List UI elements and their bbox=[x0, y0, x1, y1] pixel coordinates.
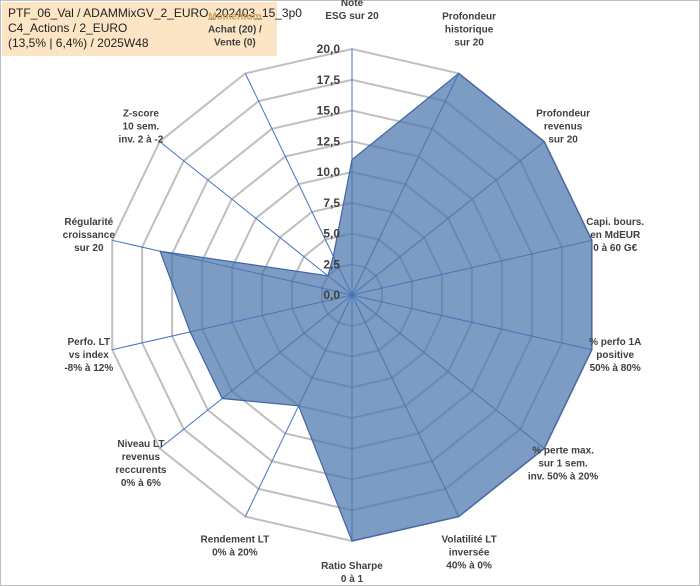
axis-label-line: % perfo 1A bbox=[589, 337, 641, 348]
axis-label-line: positive bbox=[596, 350, 634, 361]
axis-label-line: sur 1 sem. bbox=[538, 458, 588, 469]
axis-label-line: Vente (0) bbox=[214, 38, 256, 49]
axis-label-line: Z-score bbox=[123, 109, 160, 120]
axis-label-line: Volatilité LT bbox=[442, 534, 497, 545]
axis-label-line: inv. 2 à -2 bbox=[118, 135, 163, 146]
axis-label-line: Régularité bbox=[64, 217, 113, 228]
tick-label: 0,0 bbox=[323, 288, 340, 302]
axis-label-line: 0 à 60 G€ bbox=[593, 243, 637, 254]
axis-label: Régularité croissance sur 20 bbox=[63, 217, 116, 254]
radar-series bbox=[159, 72, 593, 542]
axis-label-line: Perfo. LT bbox=[68, 337, 111, 348]
tick-label: 2,5 bbox=[323, 257, 340, 271]
axis-label-line: sur 20 bbox=[74, 243, 104, 254]
axis-label-line: Rendement LT bbox=[201, 534, 270, 545]
axis-label: Ratio Sharpe 0 à 1 bbox=[321, 561, 383, 585]
axis-label-line: revenus bbox=[544, 122, 583, 133]
axis-label-line: 50% à 80% bbox=[590, 363, 641, 374]
header-line-category: C4_Actions / 2_EURO bbox=[8, 21, 128, 35]
axis-label: Profondeur revenus sur 20 bbox=[536, 109, 590, 146]
axis-label: Note ESG sur 20 bbox=[325, 0, 379, 22]
axis-label-line: 0% à 20% bbox=[212, 547, 258, 558]
axis-label-line: 40% à 0% bbox=[446, 560, 492, 571]
header-line-stats: (13,5% | 6,4%) / 2025W48 bbox=[8, 36, 149, 50]
axis-label-line: 10 sem. bbox=[123, 122, 160, 133]
axis-label: Volatilité LT inversée 40% à 0% bbox=[442, 534, 497, 571]
axis-label-line: sur 20 bbox=[454, 38, 484, 49]
axis-spoke bbox=[159, 141, 353, 296]
tick-label: 20,0 bbox=[317, 42, 341, 56]
tick-label: 5,0 bbox=[323, 227, 340, 241]
axis-label: Rendement LT 0% à 20% bbox=[201, 534, 270, 558]
tick-label: 17,5 bbox=[317, 73, 341, 87]
axis-label: Profondeur historique sur 20 bbox=[442, 12, 496, 49]
tick-label: 15,0 bbox=[317, 104, 341, 118]
tick-label: 12,5 bbox=[317, 134, 341, 148]
axis-label-line: ESG sur 20 bbox=[325, 11, 379, 22]
axis-label-line: inv. 50% à 20% bbox=[528, 471, 599, 482]
axis-label-line: Capi. bours. bbox=[586, 217, 644, 228]
axis-label-line: vs index bbox=[69, 350, 109, 361]
axis-label-line: Profondeur bbox=[536, 109, 590, 120]
axis-label: Capi. bours. en MdEUR 0 à 60 G€ bbox=[586, 217, 644, 254]
axis-label-line: Niveau LT bbox=[117, 439, 164, 450]
axis-label-line: Profondeur bbox=[442, 12, 496, 23]
tick-label: 10,0 bbox=[317, 165, 341, 179]
axis-label-line: Note bbox=[341, 0, 364, 9]
axis-label: Perfo. LT vs index -8% à 12% bbox=[64, 337, 113, 374]
tick-label: 7,5 bbox=[323, 196, 340, 210]
axis-label: Z-score 10 sem. inv. 2 à -2 bbox=[118, 109, 163, 146]
axis-label-line: % perte max. bbox=[532, 445, 594, 456]
radar-tick-labels: 0,0 2,5 5,0 7,5 10,0 12,5 15,0 17,5 20,0 bbox=[317, 42, 341, 302]
radar-axis-labels: Note ESG sur 20 Profondeur historique sur 20… bbox=[63, 0, 645, 585]
axis-label-line: Ratio Sharpe bbox=[321, 561, 383, 572]
axis-label-line: -8% à 12% bbox=[64, 363, 113, 374]
axis-label-line: sur 20 bbox=[548, 135, 578, 146]
header-line-portfolio: PTF_06_Val / ADAMMixGV_2_EURO_202403_15_… bbox=[8, 6, 302, 20]
axis-label-line: Momentum bbox=[208, 12, 261, 23]
axis-label-line: 0 à 1 bbox=[341, 574, 364, 585]
axis-label-line: Achat (20) / bbox=[208, 25, 262, 36]
axis-label-line: croissance bbox=[63, 230, 116, 241]
axis-label-line: revenus bbox=[122, 452, 161, 463]
axis-label-line: inversée bbox=[449, 547, 490, 558]
axis-label-line: reccurents bbox=[115, 465, 167, 476]
axis-label: % perte max. sur 1 sem. inv. 50% à 20% bbox=[528, 445, 599, 482]
axis-label-line: 0% à 6% bbox=[121, 478, 161, 489]
axis-label-line: en MdEUR bbox=[590, 230, 641, 241]
axis-label: Niveau LT revenus reccurents 0% à 6% bbox=[115, 439, 167, 489]
axis-label: % perfo 1A positive 50% à 80% bbox=[589, 337, 641, 374]
axis-label: Momentum Achat (20) / Vente (0) bbox=[208, 12, 262, 49]
chart-header-box: PTF_06_Val / ADAMMixGV_2_EURO_202403_15_… bbox=[2, 2, 302, 56]
axis-label-line: historique bbox=[445, 25, 494, 36]
